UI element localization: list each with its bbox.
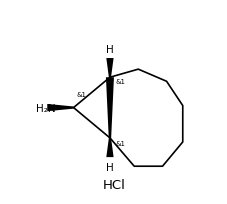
Polygon shape: [106, 59, 113, 78]
Text: H: H: [106, 45, 113, 55]
Text: &1: &1: [114, 79, 124, 85]
Text: &1: &1: [114, 140, 124, 146]
Polygon shape: [47, 104, 73, 112]
Polygon shape: [106, 78, 114, 138]
Text: H: H: [106, 162, 113, 172]
Text: HCl: HCl: [102, 178, 125, 191]
Polygon shape: [106, 138, 113, 157]
Text: &1: &1: [76, 92, 86, 98]
Text: H₂N: H₂N: [36, 103, 56, 113]
